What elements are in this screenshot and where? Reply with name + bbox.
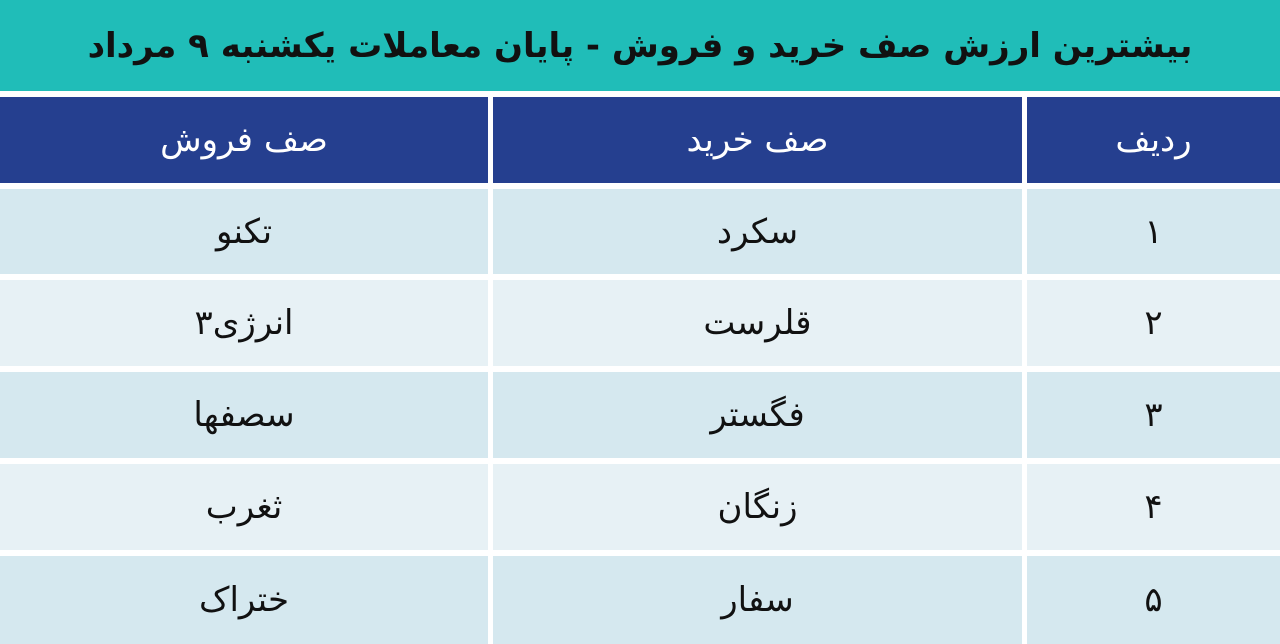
table-title: بیشترین ارزش صف خرید و فروش - پایان معام… xyxy=(0,0,1280,91)
buy-queue-cell: سکرد xyxy=(493,189,1022,274)
row-number: ۳ xyxy=(1027,372,1280,458)
buy-queue-cell: فگستر xyxy=(493,372,1022,458)
row-number: ۲ xyxy=(1027,280,1280,366)
row-number: ۵ xyxy=(1027,556,1280,644)
buy-queue-cell: قلرست xyxy=(493,280,1022,366)
buy-sell-queue-table: ردیف صف خرید صف فروش ۱ سکرد تکنو ۲ قلرست… xyxy=(0,97,1280,644)
header-buy-queue: صف خرید xyxy=(493,97,1022,183)
buy-queue-cell: زنگان xyxy=(493,464,1022,550)
sell-queue-cell: انرژی۳ xyxy=(0,280,488,366)
sell-queue-cell: سصفها xyxy=(0,372,488,458)
sell-queue-cell: ختراک xyxy=(0,556,488,644)
sell-queue-cell: ثغرب xyxy=(0,464,488,550)
header-sell-queue: صف فروش xyxy=(0,97,488,183)
sell-queue-cell: تکنو xyxy=(0,189,488,274)
header-row-number: ردیف xyxy=(1027,97,1280,183)
row-number: ۴ xyxy=(1027,464,1280,550)
buy-queue-cell: سفار xyxy=(493,556,1022,644)
row-number: ۱ xyxy=(1027,189,1280,274)
